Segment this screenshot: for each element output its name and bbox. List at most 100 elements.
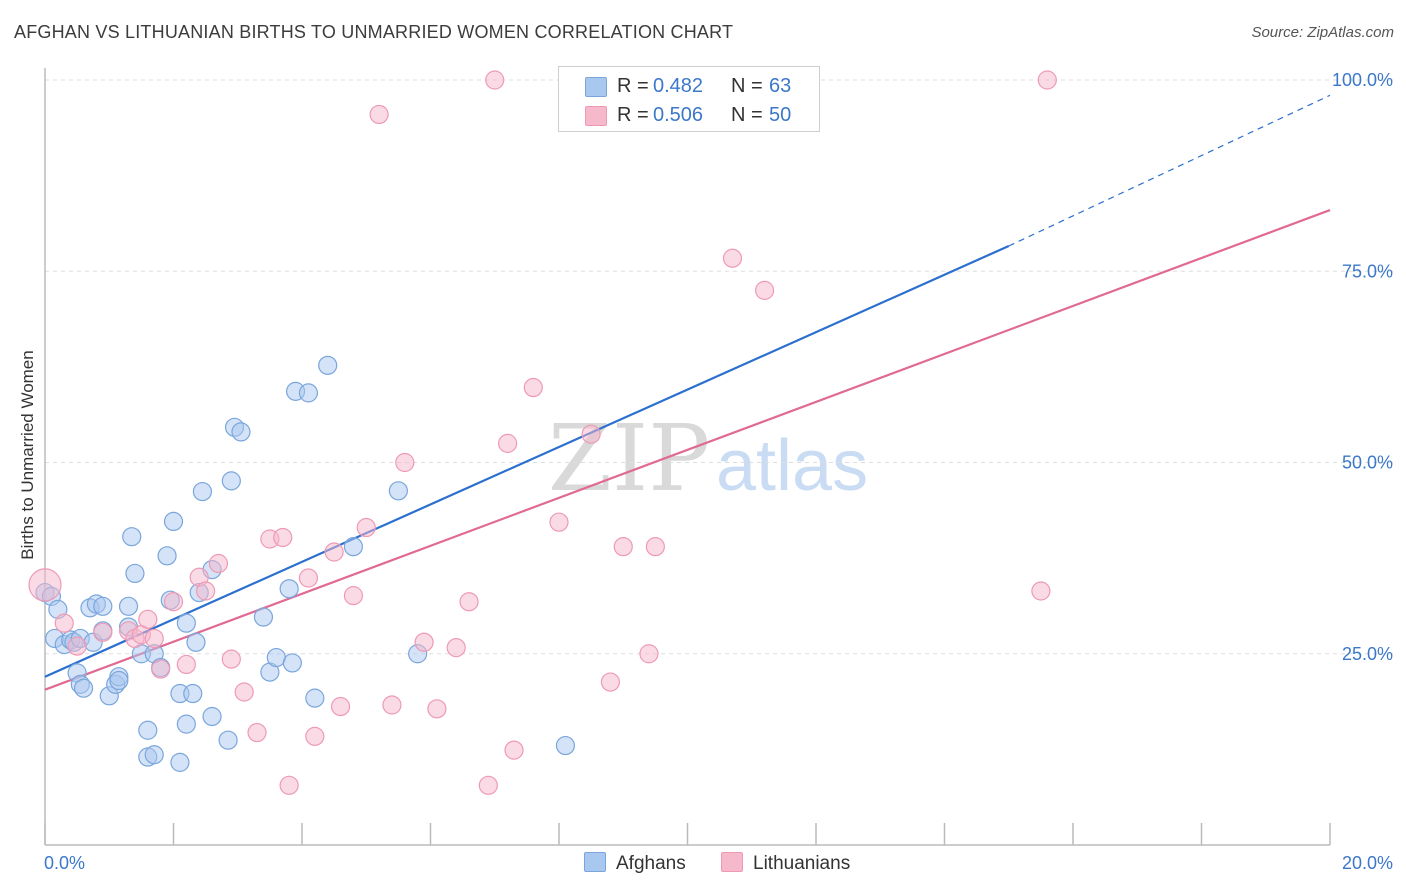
afghans-point — [138, 720, 158, 740]
afghans-point — [109, 670, 129, 691]
lithuanians-point — [343, 586, 363, 606]
afghans-point — [157, 546, 177, 566]
lithuanians-point — [459, 592, 479, 612]
lithuanians-point — [645, 537, 665, 557]
lithuanians-point — [722, 248, 743, 268]
legend-r-label: R = — [617, 75, 649, 97]
lithuanians-point — [504, 740, 524, 760]
lithuanians-legend-label: Lithuanians — [753, 853, 851, 874]
afghans-point — [266, 647, 286, 668]
afghans-point — [176, 714, 196, 734]
lithuanians-point — [395, 452, 415, 473]
lithuanians-point — [414, 632, 434, 652]
watermark: ZIP atlas — [548, 405, 868, 512]
afghans-point — [279, 579, 299, 599]
legend-n-label: N = — [731, 75, 763, 97]
afghans-point — [231, 422, 251, 442]
watermark-atlas: atlas — [716, 426, 868, 506]
y-axis-label: Births to Unmarried Women — [18, 350, 37, 559]
lithuanians-point — [330, 696, 351, 717]
lithuanians-point — [151, 659, 171, 679]
lithuanians-point — [639, 644, 659, 664]
afghans-point — [305, 688, 325, 708]
lithuanians-point — [523, 377, 543, 398]
afghans-point — [218, 730, 238, 750]
lithuanians-point — [176, 654, 196, 675]
legend-n-value: 63 — [769, 75, 792, 97]
y-tick-label: 25.0% — [1342, 644, 1393, 664]
lithuanians-point — [754, 280, 775, 300]
lithuanians-point — [298, 568, 319, 588]
afghans-point — [93, 596, 113, 616]
chart-title: AFGHAN VS LITHUANIAN BIRTHS TO UNMARRIED… — [14, 22, 734, 42]
afghans-swatch — [585, 77, 607, 97]
x-tick-label: 0.0% — [44, 853, 85, 873]
afghans-point — [282, 653, 302, 673]
lithuanians-point — [613, 537, 633, 557]
lithuanians-point — [163, 592, 184, 612]
lithuanians-swatch — [585, 106, 607, 126]
afghans-point — [186, 632, 206, 652]
lithuanians-point — [54, 613, 74, 633]
legend-n-label: N = — [731, 104, 763, 126]
afghans-point — [183, 683, 203, 704]
afghans-point — [163, 511, 184, 532]
y-tick-label: 50.0% — [1342, 453, 1393, 473]
legend-r-value: 0.482 — [653, 75, 704, 97]
y-tick-label: 100.0% — [1332, 70, 1393, 90]
bottom-legend-lithuanians: Lithuanians — [721, 852, 850, 875]
afghans-point — [343, 537, 363, 557]
legend-r-label: R = — [617, 104, 649, 126]
afghans-point — [170, 752, 190, 772]
lithuanians-legend-swatch — [721, 852, 743, 872]
bottom-legend-afghans: Afghans — [584, 852, 686, 875]
afghans-point — [221, 471, 241, 491]
afghans-trendline — [44, 245, 1010, 678]
lithuanians-point — [247, 722, 267, 743]
afghans-trendline-extension — [1008, 94, 1331, 247]
afghans-point — [144, 745, 164, 765]
lithuanians-point — [1031, 581, 1051, 601]
gridlines — [45, 79, 1395, 655]
afghans-point — [253, 607, 274, 627]
y-tick-label: 75.0% — [1342, 261, 1393, 281]
lithuanians-point — [93, 622, 113, 642]
source-credit: Source: ZipAtlas.com — [1251, 24, 1394, 41]
afghans-legend-swatch — [584, 852, 606, 872]
legend-row-lithuanians: R = 0.506 N = 50 — [559, 100, 819, 130]
axes — [44, 68, 1331, 846]
lithuanians-point — [498, 433, 518, 453]
trendlines — [44, 94, 1331, 691]
afghans-point — [388, 481, 408, 501]
legend-row-afghans: R = 0.482 N = 63 — [559, 71, 819, 101]
afghans-point — [125, 563, 145, 584]
lithuanians-point — [234, 682, 254, 702]
afghans-point — [298, 383, 319, 403]
lithuanians-point — [427, 699, 447, 719]
lithuanians-point — [549, 512, 569, 532]
lithuanians-trendline — [44, 209, 1331, 691]
data-points — [28, 70, 1057, 795]
lithuanians-point — [1037, 70, 1057, 90]
lithuanians-point — [478, 775, 498, 795]
lithuanians-point — [324, 542, 344, 562]
afghans-point — [202, 706, 222, 727]
lithuanians-point — [208, 553, 229, 574]
lithuanians-point — [28, 568, 62, 602]
lithuanians-point — [356, 517, 376, 538]
lithuanians-point — [446, 638, 466, 658]
lithuanians-point — [279, 775, 299, 795]
afghans-point — [73, 678, 94, 698]
lithuanians-point — [221, 649, 241, 669]
afghans-legend-label: Afghans — [616, 853, 686, 874]
afghans-point — [176, 613, 196, 633]
lithuanians-point — [485, 70, 505, 90]
legend-r-value: 0.506 — [653, 104, 704, 126]
lithuanians-point — [196, 581, 216, 601]
lithuanians-point — [305, 726, 325, 746]
lithuanians-point — [581, 424, 601, 444]
lithuanians-point — [144, 628, 164, 649]
legend-n-value: 50 — [769, 104, 792, 126]
afghans-point — [318, 355, 338, 375]
